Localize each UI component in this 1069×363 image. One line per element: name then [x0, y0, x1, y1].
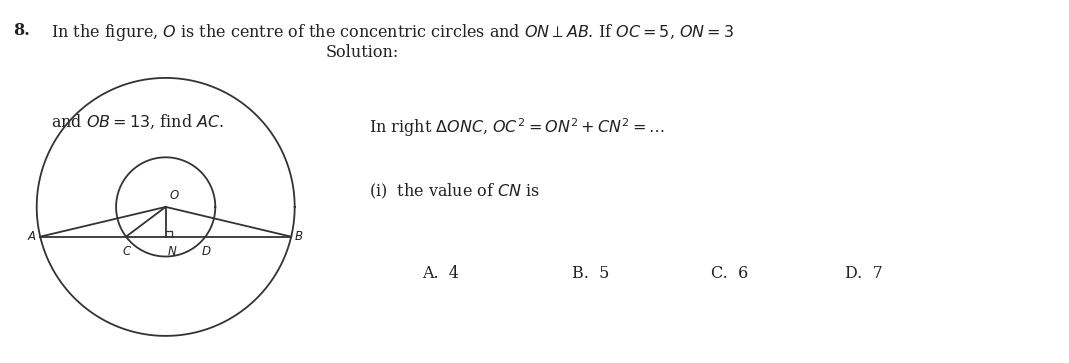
- Text: Solution:: Solution:: [326, 44, 400, 61]
- Text: A.  4: A. 4: [422, 265, 460, 282]
- Text: B.  5: B. 5: [572, 265, 609, 282]
- Text: (i)  the value of $CN$ is: (i) the value of $CN$ is: [369, 182, 540, 201]
- Text: D.  7: D. 7: [845, 265, 882, 282]
- Text: 8.: 8.: [13, 22, 30, 39]
- Text: and $OB = 13$, find $AC$.: and $OB = 13$, find $AC$.: [51, 113, 224, 131]
- Text: $C$: $C$: [122, 245, 133, 258]
- Text: In right $\Delta ONC$, $OC^2 = ON^2 + CN^2 = \ldots$: In right $\Delta ONC$, $OC^2 = ON^2 + CN…: [369, 116, 665, 139]
- Text: $O$: $O$: [169, 189, 180, 202]
- Text: $N$: $N$: [167, 245, 177, 258]
- Text: C.  6: C. 6: [711, 265, 748, 282]
- Text: $B$: $B$: [294, 230, 304, 243]
- Text: In the figure, $O$ is the centre of the concentric circles and $ON \perp AB$. If: In the figure, $O$ is the centre of the …: [51, 22, 734, 43]
- Text: $A$: $A$: [28, 230, 37, 243]
- Text: $D$: $D$: [201, 245, 212, 258]
